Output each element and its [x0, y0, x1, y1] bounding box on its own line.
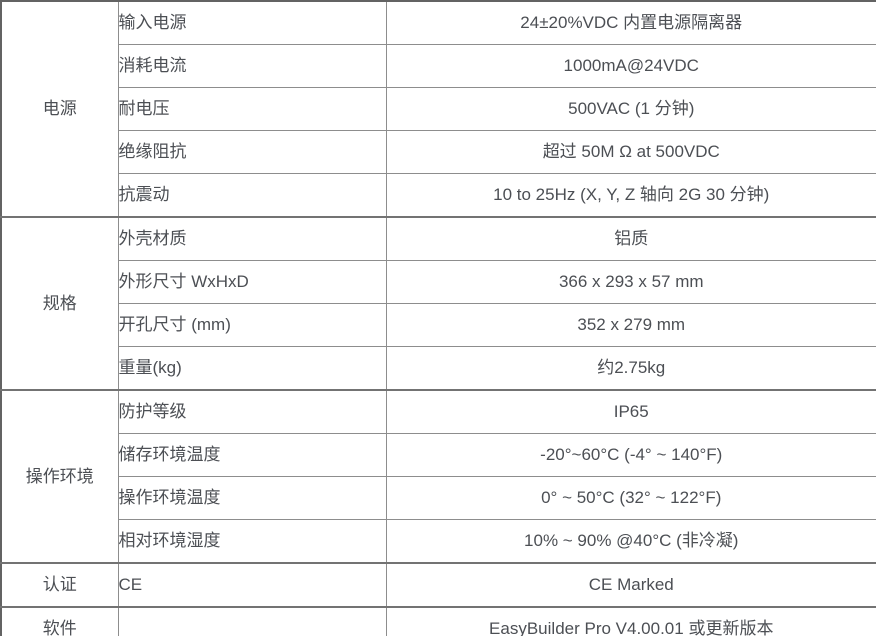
category-cell-certification: 认证: [0, 562, 119, 608]
table-row: 操作环境 防护等级 IP65: [0, 389, 876, 564]
property-cell: 耐电压: [117, 87, 387, 131]
property-cell: 抗震动: [117, 173, 387, 218]
value-cell: 10 to 25Hz (X, Y, Z 轴向 2G 30 分钟): [385, 173, 876, 218]
property-cell: 储存环境温度: [117, 433, 387, 477]
value-cell: 0° ~ 50°C (32° ~ 122°F): [385, 476, 876, 520]
table-row: 认证 CE CE Marked: [0, 562, 876, 608]
value-cell: 超过 50M Ω at 500VDC: [385, 130, 876, 174]
table-row: 规格 外壳材质 铝质: [0, 216, 876, 391]
table-row: 电源 输入电源 24±20%VDC 内置电源隔离器: [0, 0, 876, 218]
table-row: 软件 EasyBuilder Pro V4.00.01 或更新版本: [0, 606, 876, 636]
table-row: 操作环境温度 0° ~ 50°C (32° ~ 122°F): [1, 476, 876, 520]
table-row: 耐电压 500VAC (1 分钟): [1, 87, 876, 131]
property-cell: 输入电源: [117, 0, 387, 45]
value-cell: 1000mA@24VDC: [385, 44, 876, 88]
property-cell: 外形尺寸 WxHxD: [117, 260, 387, 304]
table-row: 外形尺寸 WxHxD 366 x 293 x 57 mm: [1, 260, 876, 304]
property-cell-empty: [117, 606, 387, 636]
property-cell: 防护等级: [117, 389, 387, 434]
value-cell: 约2.75kg: [385, 346, 876, 391]
table-row: 储存环境温度 -20°~60°C (-4° ~ 140°F): [1, 433, 876, 477]
table-row: 绝缘阻抗 超过 50M Ω at 500VDC: [1, 130, 876, 174]
value-cell: 铝质: [385, 216, 876, 261]
value-cell: -20°~60°C (-4° ~ 140°F): [385, 433, 876, 477]
property-cell: 绝缘阻抗: [117, 130, 387, 174]
value-cell: 352 x 279 mm: [385, 303, 876, 347]
property-cell: 重量(kg): [117, 346, 387, 391]
table-row: 开孔尺寸 (mm) 352 x 279 mm: [1, 303, 876, 347]
value-cell: CE Marked: [385, 562, 876, 608]
value-cell: 24±20%VDC 内置电源隔离器: [385, 0, 876, 45]
property-cell: CE: [117, 562, 387, 608]
value-cell: 10% ~ 90% @40°C (非冷凝): [385, 519, 876, 564]
category-cell-software: 软件: [0, 606, 119, 636]
property-cell: 操作环境温度: [117, 476, 387, 520]
value-cell: 500VAC (1 分钟): [385, 87, 876, 131]
category-cell-power: 电源: [0, 0, 119, 218]
property-cell: 相对环境湿度: [117, 519, 387, 564]
property-cell: 外壳材质: [117, 216, 387, 261]
value-cell: IP65: [385, 389, 876, 434]
table-row: 抗震动 10 to 25Hz (X, Y, Z 轴向 2G 30 分钟): [1, 173, 876, 218]
category-cell-specs: 规格: [0, 216, 119, 391]
value-cell: 366 x 293 x 57 mm: [385, 260, 876, 304]
table-row: 相对环境湿度 10% ~ 90% @40°C (非冷凝): [1, 519, 876, 564]
value-cell: EasyBuilder Pro V4.00.01 或更新版本: [385, 606, 876, 636]
category-cell-environment: 操作环境: [0, 389, 119, 564]
property-cell: 开孔尺寸 (mm): [117, 303, 387, 347]
property-cell: 消耗电流: [117, 44, 387, 88]
table-row: 消耗电流 1000mA@24VDC: [1, 44, 876, 88]
table-row: 重量(kg) 约2.75kg: [1, 346, 876, 391]
